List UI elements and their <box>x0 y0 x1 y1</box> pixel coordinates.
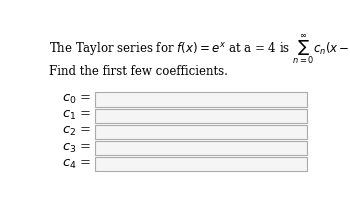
FancyBboxPatch shape <box>95 157 307 171</box>
Text: The Taylor series for $f(x) = e^x$ at a = 4 is $\sum_{n=0}^{\infty} c_n(x-4)^n$.: The Taylor series for $f(x) = e^x$ at a … <box>49 32 350 66</box>
FancyBboxPatch shape <box>95 93 307 107</box>
Text: $c_3$ =: $c_3$ = <box>62 142 91 155</box>
FancyBboxPatch shape <box>95 125 307 139</box>
FancyBboxPatch shape <box>95 109 307 123</box>
FancyBboxPatch shape <box>95 141 307 155</box>
Text: $c_0$ =: $c_0$ = <box>62 93 91 106</box>
Text: $c_4$ =: $c_4$ = <box>62 158 91 171</box>
Text: Find the first few coefficients.: Find the first few coefficients. <box>49 65 228 78</box>
Text: $c_1$ =: $c_1$ = <box>62 109 91 122</box>
Text: $c_2$ =: $c_2$ = <box>62 125 91 138</box>
